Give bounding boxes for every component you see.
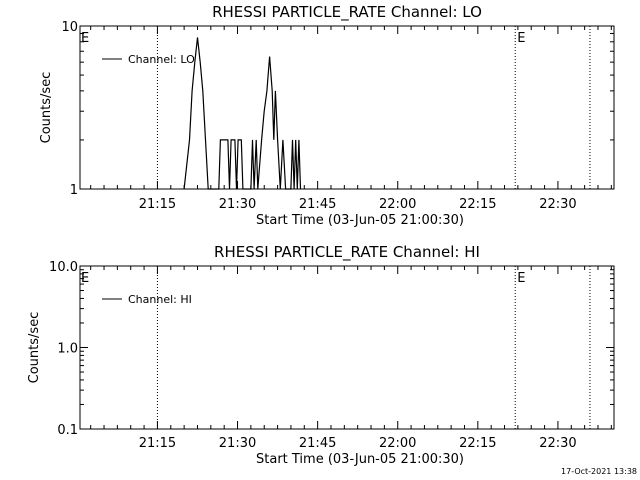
event-marker-label: E (517, 271, 525, 286)
x-axis-label: Start Time (03-Jun-05 21:00:30) (256, 452, 464, 467)
x-tick-label: 21:30 (219, 197, 256, 212)
x-tick-label: 22:30 (539, 436, 576, 451)
x-tick-label: 22:30 (539, 197, 576, 212)
x-tick-label: 21:30 (219, 436, 256, 451)
x-tick-label: 21:45 (299, 436, 336, 451)
x-tick-label: 22:00 (379, 197, 416, 212)
event-marker-label: E (517, 31, 525, 46)
legend-label: Channel: LO (128, 53, 195, 66)
y-tick-label: 0.1 (57, 423, 78, 438)
y-tick-label: 1.0 (57, 342, 78, 357)
plot-frame (79, 25, 615, 190)
edge-marker-label: E (81, 271, 89, 286)
chart-panel-1: RHESSI PARTICLE_RATE Channel: LO 21:15 21:… (39, 3, 615, 228)
chart-title: RHESSI PARTICLE_RATE Channel: HI (214, 243, 480, 262)
y-tick-label: 10 (61, 20, 78, 35)
x-tick-label: 22:15 (459, 436, 496, 451)
x-tick-label: 22:15 (459, 197, 496, 212)
edge-marker-label: E (81, 31, 89, 46)
y-tick-label: 1 (70, 183, 78, 198)
chart-title: RHESSI PARTICLE_RATE Channel: LO (212, 3, 482, 22)
series-line-1 (183, 37, 302, 190)
chart-panel-2: RHESSI PARTICLE_RATE Channel: HI 21:15 21:… (27, 243, 615, 467)
x-tick-label: 21:45 (299, 197, 336, 212)
x-tick-label: 21:15 (139, 197, 176, 212)
x-tick-label: 21:15 (139, 436, 176, 451)
y-tick-label: 10.0 (49, 260, 78, 275)
y-axis-label: Counts/sec (27, 312, 42, 384)
legend-label: Channel: HI (128, 293, 192, 306)
timestamp-label: 17-Oct-2021 13:38 (561, 467, 637, 476)
y-axis-label: Counts/sec (39, 72, 54, 144)
x-axis-label: Start Time (03-Jun-05 21:00:30) (256, 213, 464, 228)
x-tick-label: 22:00 (379, 436, 416, 451)
